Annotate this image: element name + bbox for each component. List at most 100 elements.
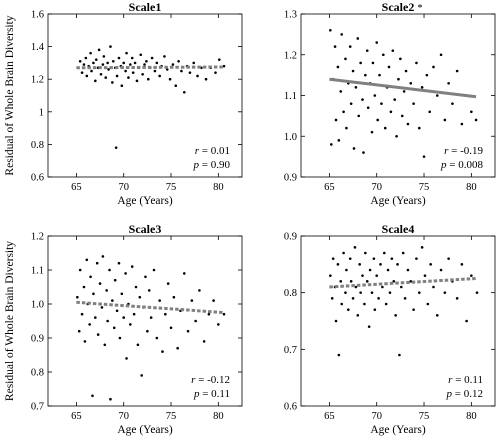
data-point <box>342 110 345 114</box>
data-point <box>364 73 367 77</box>
regression-line <box>76 65 224 70</box>
data-point <box>112 326 116 330</box>
data-point <box>351 69 355 73</box>
data-point <box>106 319 109 323</box>
y-tick-label: 0.8 <box>284 288 297 299</box>
data-point <box>347 308 350 311</box>
data-point <box>111 59 115 63</box>
data-point <box>111 299 114 302</box>
x-tick-label: 65 <box>324 182 335 193</box>
x-tick-label: 75 <box>166 182 177 193</box>
data-point <box>94 79 97 83</box>
data-point <box>139 53 143 57</box>
data-point <box>122 61 126 65</box>
panel-title: Scale3 <box>129 222 162 236</box>
data-point <box>152 268 156 272</box>
data-point <box>130 56 134 60</box>
x-tick-label: 80 <box>466 411 477 422</box>
data-point <box>132 312 136 316</box>
data-point <box>344 57 347 61</box>
data-point <box>362 151 365 154</box>
data-point <box>127 76 130 79</box>
data-point <box>334 118 338 122</box>
y-tick-label: 1.2 <box>31 75 44 86</box>
axes-frame <box>47 235 243 407</box>
data-point <box>372 257 376 260</box>
data-point <box>149 316 153 319</box>
x-tick-label: 70 <box>371 182 382 193</box>
panel-title: Scale4 <box>382 222 415 236</box>
data-point <box>329 29 332 32</box>
data-point <box>108 268 111 272</box>
data-point <box>85 258 89 262</box>
data-point <box>373 94 377 97</box>
data-point <box>470 110 473 114</box>
data-point <box>222 312 226 316</box>
data-point <box>94 316 97 319</box>
data-point <box>329 143 333 146</box>
data-point <box>345 268 348 272</box>
data-point <box>382 53 385 57</box>
data-point <box>403 297 407 300</box>
x-tick-label: 75 <box>419 182 430 193</box>
data-point <box>136 343 140 347</box>
data-point <box>435 314 439 317</box>
data-point <box>447 257 450 260</box>
data-point <box>89 51 92 55</box>
data-point <box>129 63 132 66</box>
data-point <box>406 122 410 126</box>
data-point <box>106 61 109 65</box>
data-point <box>447 81 450 85</box>
data-point <box>423 274 427 277</box>
y-tick-label: 1.3 <box>284 10 297 21</box>
p-stat: p = 0.12 <box>446 388 483 400</box>
data-point <box>85 74 89 78</box>
data-point <box>365 280 369 283</box>
x-tick-label: 80 <box>466 182 477 193</box>
data-point <box>390 257 394 260</box>
data-point <box>109 397 112 401</box>
data-point <box>382 251 386 255</box>
y-tick-label: 0.6 <box>284 402 297 413</box>
data-point <box>76 295 79 299</box>
data-point <box>329 274 332 277</box>
y-tick-label: 1.1 <box>31 266 44 277</box>
data-point <box>354 285 358 289</box>
y-tick-label: 1.0 <box>31 300 44 311</box>
data-point <box>99 73 103 76</box>
data-point <box>391 49 395 52</box>
data-point <box>342 251 345 255</box>
x-axis-label: Age (Years) <box>117 424 173 436</box>
data-point <box>171 63 175 66</box>
data-point <box>77 329 81 333</box>
data-point <box>89 275 92 279</box>
data-point <box>344 291 347 294</box>
data-point <box>198 289 201 292</box>
data-point <box>379 263 382 266</box>
regression-line <box>329 77 477 99</box>
x-tick-label: 75 <box>166 411 177 422</box>
data-point <box>361 98 364 101</box>
data-point <box>336 65 340 69</box>
significance-mark: * <box>417 3 422 14</box>
x-tick-label: 70 <box>118 411 129 422</box>
regression-line <box>329 277 477 289</box>
data-point <box>367 325 371 328</box>
data-point <box>135 79 139 83</box>
data-point <box>92 292 95 296</box>
data-point <box>177 59 180 63</box>
data-point <box>105 289 108 292</box>
data-point <box>97 48 101 52</box>
data-point <box>194 319 197 323</box>
data-point <box>432 65 435 69</box>
data-point <box>166 282 170 285</box>
data-point <box>339 90 343 93</box>
panel-1: 65 70 75 80 0.6 0.8 1 1.2 1.4 1.6 Scale1 Age (Years… <box>4 0 243 207</box>
data-point <box>92 61 95 65</box>
data-point <box>158 299 161 302</box>
data-point <box>368 268 372 272</box>
data-point <box>460 263 464 266</box>
data-point <box>80 312 84 316</box>
data-point <box>82 285 86 289</box>
data-point <box>125 51 128 55</box>
